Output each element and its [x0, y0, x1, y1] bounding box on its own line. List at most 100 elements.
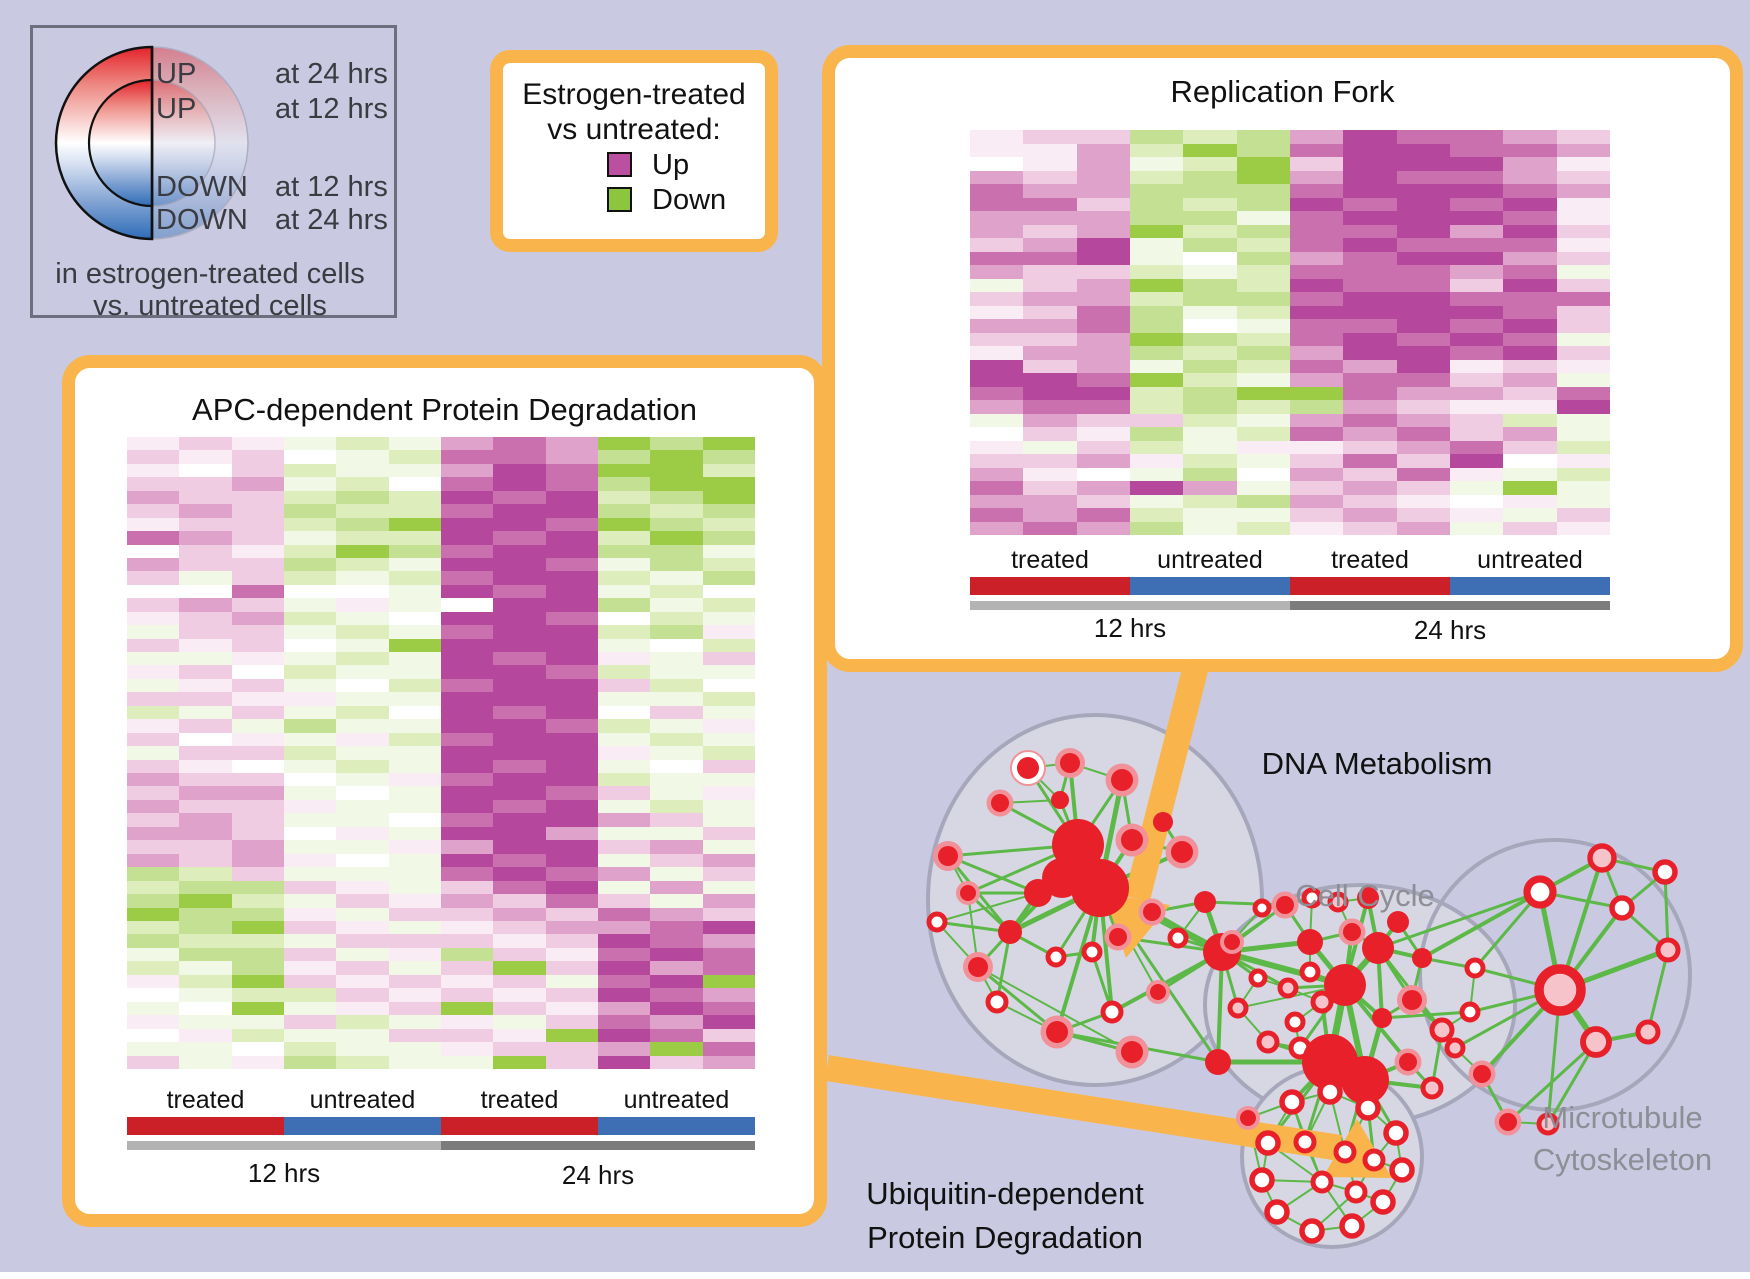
heatmap-cell [179, 557, 232, 572]
network-edge [1008, 876, 1064, 934]
heatmap-cell [1449, 251, 1504, 265]
heatmap-cell [545, 638, 598, 652]
network-node-pink [1635, 1019, 1661, 1045]
heatmap-cell [1396, 184, 1450, 198]
heatmap-cell [231, 907, 284, 922]
heatmap-cell [388, 988, 441, 1002]
network-edge [1096, 884, 1226, 956]
heatmap-cell [388, 947, 441, 962]
network-edge [1298, 983, 1347, 1050]
node-halo [1115, 823, 1149, 857]
cluster-label-cytoskeleton: Cytoskeleton [1532, 1142, 1713, 1177]
heatmap-cell [440, 571, 494, 585]
apc-treated-bar-12h [127, 1117, 284, 1135]
heatmap-cell [1449, 373, 1504, 387]
network-edge [1220, 950, 1240, 1010]
heatmap-cell [545, 584, 598, 599]
heatmap-cell [231, 678, 284, 693]
network-node [1109, 928, 1127, 946]
heatmap-cell [336, 880, 389, 895]
network-edge [1367, 1107, 1397, 1134]
heatmap-cell [1556, 184, 1610, 198]
heatmap-cell [1023, 238, 1077, 252]
network-edge [1156, 950, 1224, 994]
heatmap-cell [388, 746, 441, 760]
heatmap-cell [1396, 211, 1450, 225]
heatmap-cell [970, 157, 1024, 171]
heatmap-cell [597, 504, 651, 518]
heatmap-cell [1076, 265, 1130, 279]
heatmap-cell [1183, 359, 1237, 373]
heatmap-cell [283, 961, 337, 975]
heatmap-cell [1396, 157, 1450, 171]
heatmap-cell [179, 437, 232, 451]
heatmap-cell [127, 988, 180, 1002]
heatmap-cell [597, 678, 651, 693]
network-edge [966, 891, 1012, 934]
heatmap-cell [1556, 427, 1610, 441]
network-node-pink [1587, 843, 1617, 873]
heatmap-cell [231, 732, 284, 747]
heatmap-cell [1076, 386, 1130, 400]
heatmap-cell [493, 437, 546, 451]
network-edge [1266, 1040, 1332, 1064]
heatmap-cell [597, 732, 651, 747]
heatmap-cell [1289, 454, 1344, 468]
network-edge [1247, 1101, 1293, 1119]
heatmap-cell [1023, 224, 1077, 238]
heatmap-cell [179, 719, 232, 733]
network-node-ring [1293, 1130, 1317, 1154]
cluster-circle-0 [926, 713, 1264, 1087]
heatmap-cell [1396, 197, 1450, 211]
heatmap-cell [440, 894, 494, 908]
network-node-ring [1045, 946, 1067, 968]
network-edge [1363, 1078, 1434, 1090]
network-edge [998, 801, 1080, 847]
heatmap-cell [597, 557, 651, 572]
heatmap-cell [650, 947, 703, 962]
heatmap-cell [1503, 292, 1557, 306]
network-node [1343, 923, 1361, 941]
heatmap-cell [1023, 319, 1077, 333]
heatmap-cell [1503, 359, 1557, 373]
network-edge [1150, 910, 1224, 954]
heatmap-cell [1289, 359, 1344, 373]
heatmap-cell [1556, 373, 1610, 387]
rf-treated-bar-24h [1290, 577, 1450, 595]
heatmap-cell [231, 826, 284, 841]
heatmap-cell [597, 531, 651, 545]
heatmap-cell [283, 974, 337, 989]
heatmap-cell [1396, 251, 1450, 265]
heatmap-cell [650, 759, 703, 774]
network-node-ring [1100, 1000, 1124, 1024]
heatmap-cell [231, 880, 284, 895]
network-edge [1320, 1000, 1332, 1064]
network-node [1042, 858, 1082, 898]
heatmap-cell [127, 1028, 180, 1043]
heatmap-cell [1289, 130, 1344, 144]
heatmap-cell [1076, 359, 1130, 373]
heatmap-cell [1183, 211, 1237, 225]
heatmap-cell [283, 517, 337, 532]
heatmap-cell [1129, 265, 1184, 279]
heatmap-cell [388, 840, 441, 854]
heatmap-cell [127, 611, 180, 626]
heatmap-cell [1076, 346, 1130, 360]
heatmap-cell [597, 571, 651, 585]
network-edge [1325, 1057, 1370, 1085]
heatmap-cell [970, 251, 1024, 265]
heatmap-cell [231, 1015, 284, 1029]
heatmap-cell [440, 598, 494, 612]
network-node-ring [1081, 941, 1103, 963]
heatmap-cell [1503, 440, 1557, 454]
heatmap-cell [493, 665, 546, 679]
heatmap-cell [1129, 143, 1184, 157]
heatmap-cell [1076, 197, 1130, 211]
heatmap-cell [336, 907, 389, 922]
heatmap-cell [597, 813, 651, 827]
heatmap-cell [545, 907, 598, 922]
network-edge [1362, 1015, 1385, 1083]
network-node-ring [1339, 1213, 1365, 1239]
heatmap-cell [1343, 481, 1397, 495]
heatmap-cell [127, 759, 180, 774]
